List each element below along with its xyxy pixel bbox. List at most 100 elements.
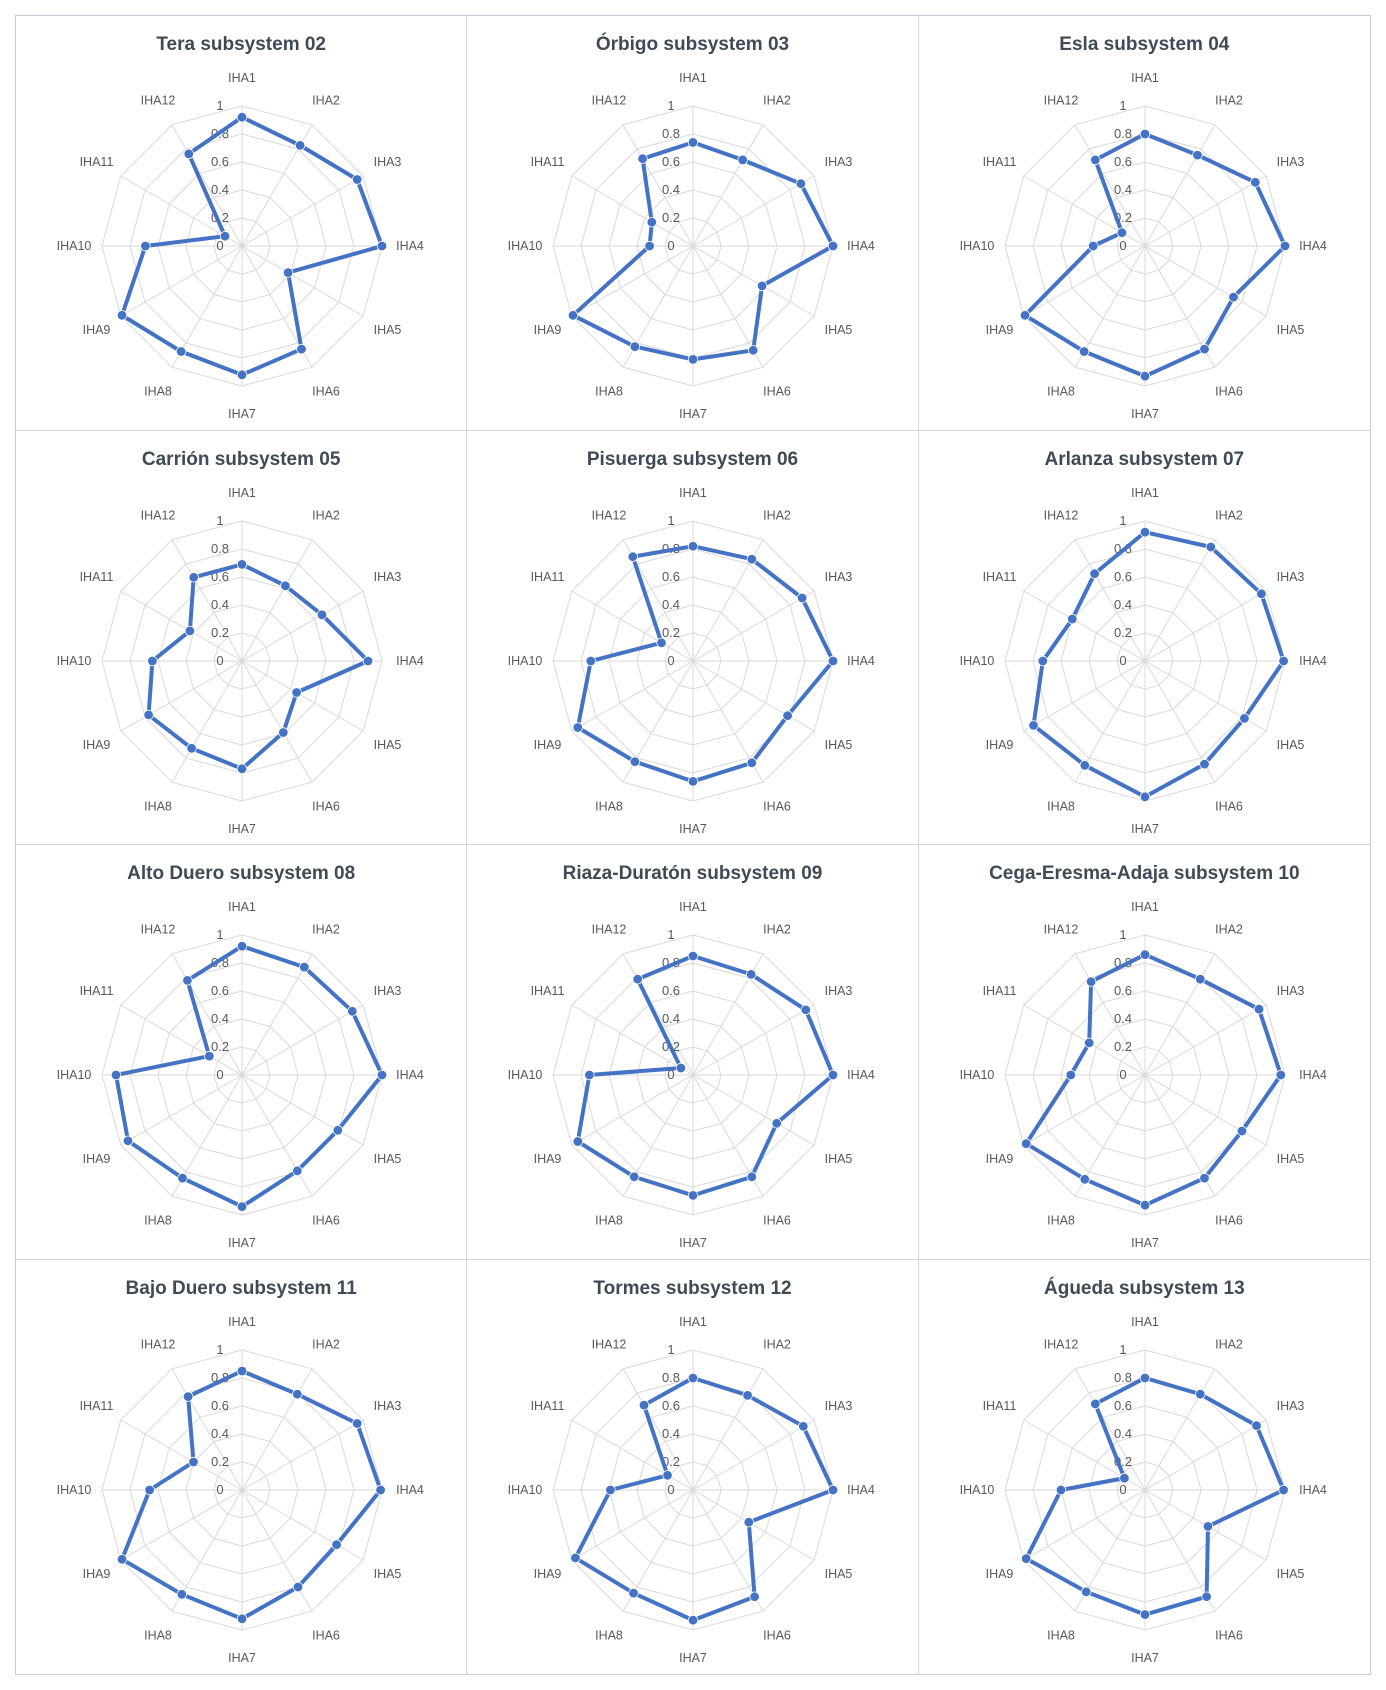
series-line: [1031, 529, 1286, 799]
chart-title: Pisuerga subsystem 06: [586, 448, 799, 470]
axis-label: IHA7: [679, 822, 707, 836]
axis-label: IHA1: [228, 1315, 256, 1329]
axis-label: IHA7: [1131, 1651, 1159, 1665]
radial-tick-label: 0.6: [1114, 569, 1132, 584]
axis-label: IHA1: [1131, 71, 1159, 85]
data-point: [376, 240, 388, 252]
axis-label: IHA4: [847, 239, 875, 253]
data-point: [737, 154, 749, 166]
axis-label: IHA11: [531, 984, 565, 998]
grid-spoke: [622, 953, 694, 1076]
radial-tick-label: 1: [668, 513, 675, 528]
data-point: [742, 1389, 754, 1401]
grid-spoke: [1144, 1419, 1267, 1490]
radar-chart: 00.20.40.60.81IHA1IHA2IHA3IHA4IHA5IHA6IH…: [508, 71, 875, 421]
grid-spoke: [1144, 175, 1267, 247]
axis-label: IHA7: [228, 407, 256, 421]
grid-spoke: [692, 124, 764, 247]
data-point: [236, 111, 248, 123]
series-line: [114, 944, 384, 1209]
radar-chart: 00.20.40.60.81IHA1IHA2IHA3IHA4IHA5IHA6IH…: [959, 900, 1326, 1250]
data-point: [639, 1399, 650, 1410]
series-line: [1023, 1375, 1286, 1617]
grid-spoke: [241, 1074, 364, 1146]
radial-tick-label: 1: [216, 98, 223, 113]
data-point: [1279, 240, 1290, 252]
axis-label: IHA11: [531, 1399, 565, 1413]
axis-label: IHA1: [679, 900, 707, 914]
axis-label: IHA10: [508, 654, 543, 668]
radial-tick-label: 0.4: [211, 182, 229, 197]
data-point: [1078, 346, 1089, 357]
axis-label: IHA10: [508, 1483, 543, 1497]
radial-tick-label: 0.4: [662, 1426, 680, 1441]
chart-title: Arlanza subsystem 07: [1044, 448, 1245, 470]
grid-spoke: [1074, 1368, 1146, 1490]
radial-tick-label: 0.2: [211, 1454, 229, 1469]
radar-chart: 00.20.40.60.81IHA1IHA2IHA3IHA4IHA5IHA6IH…: [508, 1315, 875, 1665]
grid-spoke: [1023, 660, 1145, 731]
axis-label: IHA3: [825, 984, 853, 998]
axis-label: IHA9: [985, 1567, 1013, 1581]
data-point: [184, 625, 196, 636]
data-point: [1087, 240, 1099, 252]
data-point: [688, 1614, 699, 1625]
radial-tick-label: 0.2: [211, 1039, 229, 1054]
data-point: [797, 592, 808, 603]
grid-spoke: [571, 1004, 694, 1076]
axis-label: IHA1: [1131, 900, 1159, 914]
radial-tick-label: 0.6: [662, 983, 680, 998]
grid-spoke: [1023, 590, 1145, 661]
grid-spoke: [241, 1368, 313, 1490]
data-point: [688, 540, 699, 551]
data-point: [282, 267, 294, 278]
grid-spoke: [622, 124, 694, 247]
axis-label: IHA5: [374, 323, 402, 337]
data-point: [1019, 310, 1030, 321]
data-point: [296, 343, 307, 355]
axis-label: IHA2: [763, 923, 791, 937]
data-point: [122, 1135, 134, 1147]
data-point: [782, 709, 794, 721]
axis-label: IHA2: [312, 923, 340, 937]
grid-spoke: [171, 124, 243, 247]
grid-spoke: [241, 1004, 364, 1076]
grid-spoke: [120, 590, 243, 661]
radial-tick-label: 0: [1119, 1067, 1126, 1082]
grid-spoke: [120, 1489, 243, 1560]
axis-label: IHA10: [959, 239, 994, 253]
grid-spoke: [1144, 539, 1216, 661]
radial-tick-label: 0.6: [662, 1398, 680, 1413]
series-line: [576, 543, 836, 783]
data-point: [630, 341, 641, 352]
data-point: [292, 1581, 304, 1592]
radial-tick-label: 0.6: [1114, 154, 1132, 169]
axis-label: IHA8: [595, 1628, 623, 1642]
radar-panel: Tera subsystem 02 0 0.2 0.4 0.6 0.8 1 IHA1 IHA2 I…: [16, 16, 468, 431]
axis-label: IHA7: [1131, 1236, 1159, 1250]
data-point: [1194, 1388, 1206, 1399]
data-point: [676, 1062, 687, 1074]
grid-spoke: [571, 590, 694, 661]
grid-spoke: [120, 1004, 243, 1076]
axis-label: IHA12: [141, 923, 176, 937]
data-point: [182, 975, 193, 986]
data-point: [828, 1069, 839, 1081]
axis-label: IHA3: [825, 570, 853, 584]
data-point: [1255, 588, 1267, 599]
axis-label: IHA8: [595, 799, 623, 813]
series-line: [576, 954, 836, 1198]
data-point: [1079, 1174, 1090, 1185]
data-point: [1080, 1586, 1092, 1597]
radar-panel: Bajo Duero subsystem 11 0 0.2 0.4 0.6 0.8 1 IHA…: [16, 1259, 468, 1674]
data-point: [1238, 712, 1250, 724]
axis-label: IHA11: [80, 155, 114, 169]
radar-chart-grid: Tera subsystem 02 0 0.2 0.4 0.6 0.8 1 IHA1 IHA2 I…: [15, 15, 1371, 1675]
radial-tick-label: 1: [216, 513, 223, 528]
data-point: [278, 726, 289, 738]
data-point: [629, 1171, 640, 1183]
axis-label: IHA5: [1276, 1567, 1304, 1581]
radial-tick-label: 0.4: [211, 597, 229, 612]
data-point: [147, 655, 158, 666]
data-point: [280, 580, 291, 591]
